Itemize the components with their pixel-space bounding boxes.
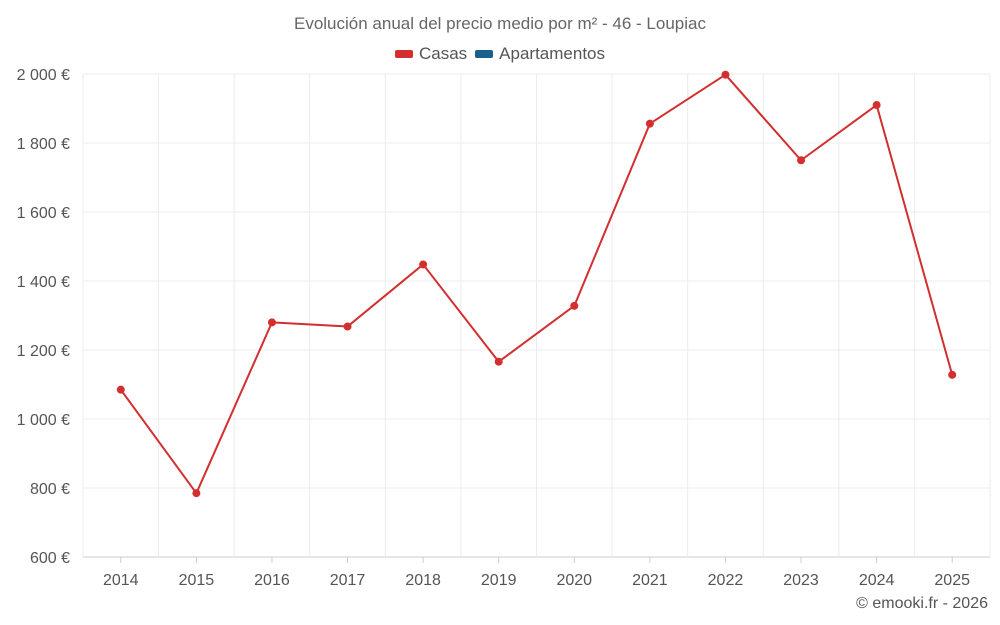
data-point bbox=[948, 370, 957, 379]
y-tick-label: 2 000 € bbox=[17, 67, 70, 84]
legend-swatch-casas bbox=[394, 50, 413, 58]
data-point bbox=[645, 119, 654, 128]
data-point bbox=[116, 385, 125, 394]
legend-swatch-apartamentos bbox=[475, 50, 494, 58]
data-point bbox=[797, 156, 806, 165]
x-tick-label: 2025 bbox=[934, 572, 970, 589]
data-point bbox=[267, 318, 276, 327]
x-tick-label: 2024 bbox=[859, 572, 895, 589]
data-point bbox=[570, 301, 579, 310]
data-point bbox=[721, 70, 730, 79]
x-tick-label: 2020 bbox=[556, 572, 592, 589]
y-tick-label: 1 200 € bbox=[17, 343, 70, 360]
x-tick-label: 2015 bbox=[179, 572, 215, 589]
x-tick-label: 2019 bbox=[481, 572, 517, 589]
series-line-casas bbox=[119, 73, 954, 495]
x-tick-label: 2021 bbox=[632, 572, 668, 589]
legend-label-casas: Casas bbox=[418, 44, 468, 63]
legend-item-apartamentos[interactable]: Apartamentos bbox=[475, 44, 605, 64]
y-tick-label: 1 600 € bbox=[17, 205, 70, 222]
data-point bbox=[872, 101, 881, 110]
y-tick-label: 1 400 € bbox=[17, 274, 70, 291]
legend-item-casas[interactable]: Casas bbox=[394, 44, 468, 64]
y-tick-label: 800 € bbox=[30, 481, 70, 498]
x-tick-label: 2016 bbox=[254, 572, 290, 589]
x-tick-label: 2014 bbox=[103, 572, 139, 589]
x-tick-label: 2022 bbox=[708, 572, 744, 589]
data-point bbox=[419, 260, 428, 269]
legend-label-apartamentos: Apartamentos bbox=[499, 44, 606, 63]
credit-text: © emooki.fr - 2026 bbox=[856, 595, 988, 612]
data-point bbox=[192, 489, 201, 498]
x-tick-label: 2023 bbox=[783, 572, 819, 589]
y-tick-label: 1 800 € bbox=[17, 136, 70, 153]
data-point bbox=[494, 357, 503, 366]
y-tick-label: 600 € bbox=[30, 550, 70, 567]
data-point bbox=[343, 322, 352, 331]
x-tick-label: 2017 bbox=[330, 572, 366, 589]
x-tick-label: 2018 bbox=[405, 572, 441, 589]
legend: Casas Apartamentos bbox=[0, 44, 1000, 64]
chart-title: Evolución anual del precio medio por m² … bbox=[293, 14, 706, 33]
y-tick-label: 1 000 € bbox=[17, 412, 70, 429]
